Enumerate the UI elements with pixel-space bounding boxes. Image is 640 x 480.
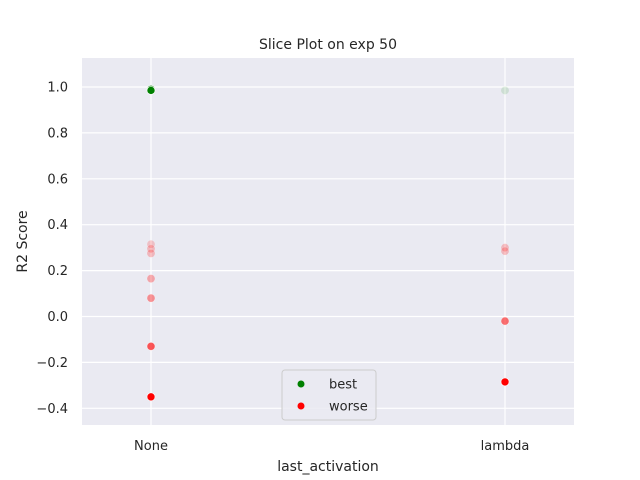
legend: best worse: [281, 369, 377, 421]
data-point-worse: [500, 377, 510, 387]
y-tick-label: 0.8: [47, 126, 68, 141]
y-tick-label: 0.6: [47, 172, 68, 187]
y-tick-label: 0.4: [47, 218, 68, 233]
legend-box: [281, 369, 377, 421]
legend-items: best worse: [297, 378, 368, 415]
data-point-worse: [500, 316, 510, 326]
data-point-worse: [146, 249, 156, 258]
legend-marker-worse: [297, 402, 305, 410]
legend-marker-best: [297, 380, 305, 388]
data-point-worse: [146, 274, 156, 283]
grid-lines: [82, 58, 574, 425]
data-point-worse: [146, 244, 156, 254]
y-tick-label: −0.4: [36, 402, 68, 417]
data-point-worse: [146, 293, 156, 303]
legend-label-best: best: [329, 378, 357, 393]
y-tick-label: −0.2: [36, 356, 68, 371]
x-tick-label: lambda: [481, 439, 530, 454]
chart-title: Slice Plot on exp 50: [259, 37, 397, 53]
data-point-worse: [500, 246, 510, 256]
data-point-worse: [146, 239, 156, 249]
data-points: [146, 84, 510, 402]
x-tick-label: None: [134, 439, 168, 454]
x-axis-ticks: None lambda: [134, 439, 529, 454]
x-axis-label: last_activation: [277, 459, 379, 475]
y-axis-label: R2 Score: [15, 210, 31, 272]
legend-label-worse: worse: [329, 400, 368, 415]
data-point-worse: [500, 243, 510, 252]
y-tick-label: 0.0: [47, 310, 68, 325]
data-point-worse: [146, 392, 156, 402]
data-point-best: [146, 86, 156, 95]
y-axis-ticks: 1.0 0.8 0.6 0.4 0.2 0.0 −0.2 −0.4: [36, 81, 68, 417]
data-point-best: [500, 86, 510, 95]
plot-area: [82, 58, 574, 425]
y-tick-label: 0.2: [47, 264, 68, 279]
y-tick-label: 1.0: [47, 81, 68, 96]
data-point-worse: [146, 342, 156, 351]
